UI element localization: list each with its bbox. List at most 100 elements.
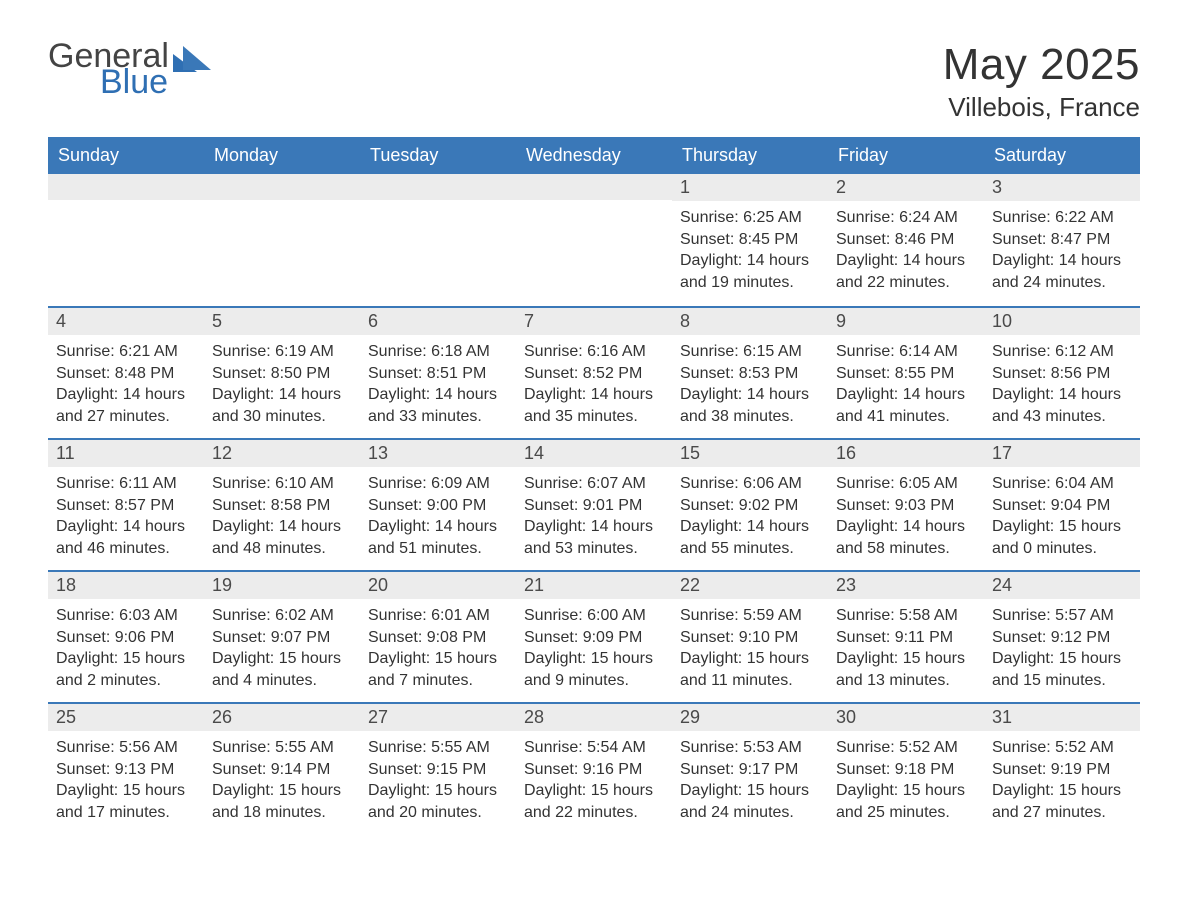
weekday-header: Thursday <box>672 137 828 174</box>
date-number: 28 <box>516 704 672 731</box>
sunrise-line: Sunrise: 6:15 AM <box>680 341 820 363</box>
daylight-line: Daylight: 14 hours and 51 minutes. <box>368 516 508 559</box>
sunset-line: Sunset: 9:11 PM <box>836 627 976 649</box>
cell-body: Sunrise: 6:12 AMSunset: 8:56 PMDaylight:… <box>984 335 1140 437</box>
date-number: 15 <box>672 440 828 467</box>
calendar-cell: 8 Sunrise: 6:15 AMSunset: 8:53 PMDaylight… <box>672 308 828 438</box>
sunset-line: Sunset: 9:03 PM <box>836 495 976 517</box>
calendar-week: 25Sunrise: 5:56 AMSunset: 9:13 PMDayligh… <box>48 702 1140 834</box>
cell-body: Sunrise: 6:19 AMSunset: 8:50 PMDaylight:… <box>204 335 360 437</box>
date-number: 11 <box>48 440 204 467</box>
calendar-cell: 30Sunrise: 5:52 AMSunset: 9:18 PMDayligh… <box>828 704 984 834</box>
sunrise-line: Sunrise: 6:07 AM <box>524 473 664 495</box>
cell-body <box>204 200 360 216</box>
sunrise-line: Sunrise: 6:14 AM <box>836 341 976 363</box>
calendar-cell: 1Sunrise: 6:25 AMSunset: 8:45 PMDaylight… <box>672 174 828 306</box>
calendar-cell: 12Sunrise: 6:10 AMSunset: 8:58 PMDayligh… <box>204 440 360 570</box>
sunrise-line: Sunrise: 6:21 AM <box>56 341 196 363</box>
daylight-line: Daylight: 14 hours and 58 minutes. <box>836 516 976 559</box>
sunrise-line: Sunrise: 5:52 AM <box>836 737 976 759</box>
date-number: 8 <box>672 308 828 335</box>
calendar-cell: 24Sunrise: 5:57 AMSunset: 9:12 PMDayligh… <box>984 572 1140 702</box>
sunrise-line: Sunrise: 6:04 AM <box>992 473 1132 495</box>
sunrise-line: Sunrise: 6:25 AM <box>680 207 820 229</box>
cell-body: Sunrise: 6:14 AMSunset: 8:55 PMDaylight:… <box>828 335 984 437</box>
cell-body: Sunrise: 6:07 AMSunset: 9:01 PMDaylight:… <box>516 467 672 569</box>
sunrise-line: Sunrise: 5:59 AM <box>680 605 820 627</box>
sunset-line: Sunset: 9:06 PM <box>56 627 196 649</box>
daylight-line: Daylight: 15 hours and 4 minutes. <box>212 648 352 691</box>
calendar-cell: 14Sunrise: 6:07 AMSunset: 9:01 PMDayligh… <box>516 440 672 570</box>
sunrise-line: Sunrise: 5:54 AM <box>524 737 664 759</box>
sunrise-line: Sunrise: 5:52 AM <box>992 737 1132 759</box>
sunset-line: Sunset: 8:46 PM <box>836 229 976 251</box>
sunset-line: Sunset: 9:13 PM <box>56 759 196 781</box>
date-number: 6 <box>360 308 516 335</box>
calendar-weeks: 1Sunrise: 6:25 AMSunset: 8:45 PMDaylight… <box>48 174 1140 834</box>
calendar: SundayMondayTuesdayWednesdayThursdayFrid… <box>48 137 1140 834</box>
calendar-week: 4Sunrise: 6:21 AMSunset: 8:48 PMDaylight… <box>48 306 1140 438</box>
date-number: 22 <box>672 572 828 599</box>
sunset-line: Sunset: 8:48 PM <box>56 363 196 385</box>
calendar-cell: 13Sunrise: 6:09 AMSunset: 9:00 PMDayligh… <box>360 440 516 570</box>
date-number: 31 <box>984 704 1140 731</box>
sunset-line: Sunset: 8:56 PM <box>992 363 1132 385</box>
sunset-line: Sunset: 8:47 PM <box>992 229 1132 251</box>
sunset-line: Sunset: 9:04 PM <box>992 495 1132 517</box>
sunset-line: Sunset: 9:12 PM <box>992 627 1132 649</box>
calendar-cell <box>360 174 516 306</box>
date-number: 13 <box>360 440 516 467</box>
cell-body: Sunrise: 6:04 AMSunset: 9:04 PMDaylight:… <box>984 467 1140 569</box>
date-number: 1 <box>672 174 828 201</box>
daylight-line: Daylight: 14 hours and 33 minutes. <box>368 384 508 427</box>
sunset-line: Sunset: 9:02 PM <box>680 495 820 517</box>
date-number: 17 <box>984 440 1140 467</box>
daylight-line: Daylight: 14 hours and 38 minutes. <box>680 384 820 427</box>
sunset-line: Sunset: 9:16 PM <box>524 759 664 781</box>
sunrise-line: Sunrise: 6:02 AM <box>212 605 352 627</box>
weekday-header: Tuesday <box>360 137 516 174</box>
daylight-line: Daylight: 15 hours and 0 minutes. <box>992 516 1132 559</box>
calendar-cell: 20Sunrise: 6:01 AMSunset: 9:08 PMDayligh… <box>360 572 516 702</box>
daylight-line: Daylight: 14 hours and 22 minutes. <box>836 250 976 293</box>
cell-body: Sunrise: 6:22 AMSunset: 8:47 PMDaylight:… <box>984 201 1140 303</box>
sunset-line: Sunset: 9:09 PM <box>524 627 664 649</box>
sunset-line: Sunset: 8:53 PM <box>680 363 820 385</box>
calendar-cell: 11Sunrise: 6:11 AMSunset: 8:57 PMDayligh… <box>48 440 204 570</box>
date-number: 3 <box>984 174 1140 201</box>
date-number: 30 <box>828 704 984 731</box>
date-number <box>204 174 360 200</box>
calendar-cell: 10Sunrise: 6:12 AMSunset: 8:56 PMDayligh… <box>984 308 1140 438</box>
sunrise-line: Sunrise: 6:12 AM <box>992 341 1132 363</box>
cell-body <box>360 200 516 216</box>
calendar-cell: 9Sunrise: 6:14 AMSunset: 8:55 PMDaylight… <box>828 308 984 438</box>
date-number: 12 <box>204 440 360 467</box>
weekday-header-row: SundayMondayTuesdayWednesdayThursdayFrid… <box>48 137 1140 174</box>
weekday-header: Saturday <box>984 137 1140 174</box>
calendar-cell: 2Sunrise: 6:24 AMSunset: 8:46 PMDaylight… <box>828 174 984 306</box>
cell-body: Sunrise: 5:53 AMSunset: 9:17 PMDaylight:… <box>672 731 828 833</box>
cell-body: Sunrise: 6:21 AMSunset: 8:48 PMDaylight:… <box>48 335 204 437</box>
sunrise-line: Sunrise: 6:05 AM <box>836 473 976 495</box>
sunset-line: Sunset: 8:58 PM <box>212 495 352 517</box>
sunset-line: Sunset: 9:08 PM <box>368 627 508 649</box>
weekday-header: Friday <box>828 137 984 174</box>
calendar-cell: 27Sunrise: 5:55 AMSunset: 9:15 PMDayligh… <box>360 704 516 834</box>
daylight-line: Daylight: 15 hours and 25 minutes. <box>836 780 976 823</box>
date-number: 29 <box>672 704 828 731</box>
sunset-line: Sunset: 9:07 PM <box>212 627 352 649</box>
cell-body: Sunrise: 5:54 AMSunset: 9:16 PMDaylight:… <box>516 731 672 833</box>
weekday-header: Monday <box>204 137 360 174</box>
cell-body <box>48 200 204 216</box>
sunrise-line: Sunrise: 5:55 AM <box>212 737 352 759</box>
weekday-header: Sunday <box>48 137 204 174</box>
sunrise-line: Sunrise: 6:00 AM <box>524 605 664 627</box>
daylight-line: Daylight: 15 hours and 22 minutes. <box>524 780 664 823</box>
sunset-line: Sunset: 8:52 PM <box>524 363 664 385</box>
brand-flag-icon <box>173 44 211 77</box>
calendar-cell: 18Sunrise: 6:03 AMSunset: 9:06 PMDayligh… <box>48 572 204 702</box>
cell-body: Sunrise: 6:11 AMSunset: 8:57 PMDaylight:… <box>48 467 204 569</box>
calendar-cell: 28Sunrise: 5:54 AMSunset: 9:16 PMDayligh… <box>516 704 672 834</box>
sunset-line: Sunset: 9:17 PM <box>680 759 820 781</box>
calendar-cell: 23Sunrise: 5:58 AMSunset: 9:11 PMDayligh… <box>828 572 984 702</box>
